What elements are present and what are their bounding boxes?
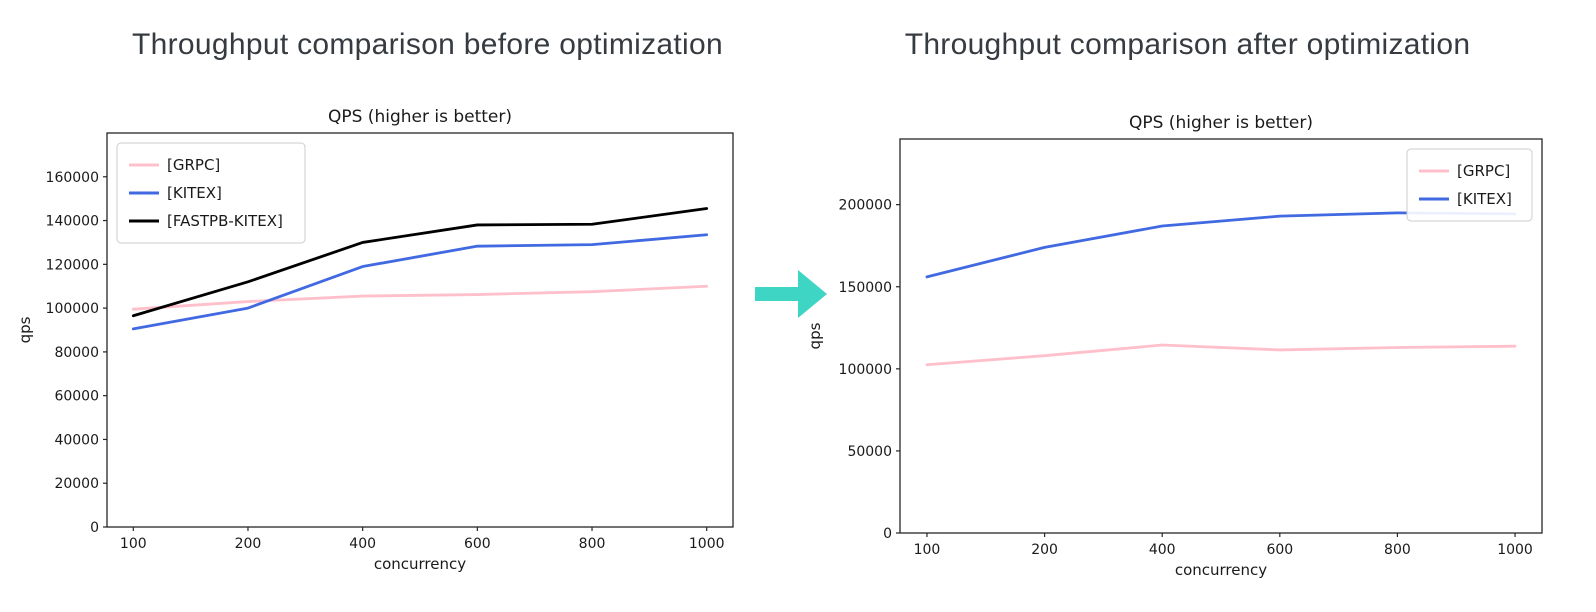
legend-label: [GRPC]	[167, 156, 220, 174]
legend: [GRPC] [KITEX] [FASTPB-KITEX]	[116, 142, 306, 244]
series-line-kitex	[925, 211, 1517, 279]
svg-text:100000: 100000	[46, 301, 99, 317]
svg-text:150000: 150000	[839, 280, 892, 296]
svg-text:0: 0	[883, 526, 892, 542]
y-axis-label: qps	[20, 316, 34, 343]
svg-text:200: 200	[1031, 542, 1058, 558]
svg-text:120000: 120000	[46, 257, 99, 273]
x-axis: 100 200 400 600 800 1000	[120, 527, 725, 552]
svg-text:40000: 40000	[54, 432, 99, 448]
svg-text:800: 800	[1384, 542, 1411, 558]
svg-text:100000: 100000	[839, 362, 892, 378]
legend-box	[1406, 148, 1533, 222]
svg-text:QPS (higher is better): QPS (higher is better)	[328, 107, 512, 127]
legend-label: [GRPC]	[1457, 162, 1510, 180]
series-line-kitex	[131, 233, 709, 331]
chart-svg-0: QPS (higher is better) 0 20000 40000 60000 80…	[16, 107, 734, 573]
chart-svg-1: QPS (higher is better) 0 50000 100000 150000…	[806, 113, 1543, 579]
svg-text:140000: 140000	[46, 214, 99, 230]
svg-text:160000: 160000	[46, 170, 99, 186]
plot-border	[899, 138, 1543, 534]
plot-title: QPS (higher is better)	[328, 107, 512, 127]
after-chart-title: Throughput comparison after optimization	[904, 28, 1471, 61]
y-axis: 0 20000 40000 60000 80000 100000 120000 140000 1…	[46, 170, 107, 536]
arrow-right-svg	[755, 270, 827, 318]
svg-text:100: 100	[120, 536, 147, 552]
svg-text:60000: 60000	[54, 389, 99, 405]
svg-text:200: 200	[235, 536, 262, 552]
before-chart: QPS (higher is better) 0 20000 40000 60000 80…	[16, 100, 742, 577]
svg-text:1000: 1000	[1497, 542, 1533, 558]
svg-text:0: 0	[90, 520, 99, 536]
svg-text:20000: 20000	[54, 476, 99, 492]
svg-text:QPS (higher is better): QPS (higher is better)	[1129, 113, 1313, 133]
svg-text:600: 600	[1266, 542, 1293, 558]
y-axis-label: qps	[806, 322, 824, 349]
x-axis: 100 200 400 600 800 1000	[914, 533, 1533, 558]
svg-text:400: 400	[1149, 542, 1176, 558]
legend-box	[116, 142, 306, 244]
legend-label: [KITEX]	[167, 184, 222, 202]
series-line-grpc	[925, 343, 1517, 367]
plot-title: QPS (higher is better)	[1129, 113, 1313, 133]
svg-text:80000: 80000	[54, 345, 99, 361]
arrow-right-icon	[753, 268, 829, 322]
series-line-fastpb-kitex	[131, 207, 709, 318]
y-axis: 0 50000 100000 150000 200000	[839, 198, 900, 542]
svg-text:50000: 50000	[847, 444, 892, 460]
legend-label: [KITEX]	[1457, 190, 1512, 208]
after-chart: QPS (higher is better) 0 50000 100000 150000…	[790, 105, 1566, 585]
svg-text:800: 800	[579, 536, 606, 552]
x-axis-label: concurrency	[374, 555, 466, 572]
legend: [GRPC] [KITEX]	[1406, 148, 1533, 222]
series-line-grpc	[131, 284, 709, 311]
svg-text:600: 600	[464, 536, 491, 552]
svg-text:400: 400	[349, 536, 376, 552]
svg-text:100: 100	[914, 542, 941, 558]
before-chart-title: Throughput comparison before optimizatio…	[132, 28, 723, 61]
arrow-right-shape	[755, 270, 827, 318]
x-axis-label: concurrency	[1175, 561, 1267, 579]
svg-text:1000: 1000	[689, 536, 725, 552]
legend-label: [FASTPB-KITEX]	[167, 212, 283, 230]
plot-border	[106, 132, 734, 528]
svg-text:200000: 200000	[839, 198, 892, 214]
